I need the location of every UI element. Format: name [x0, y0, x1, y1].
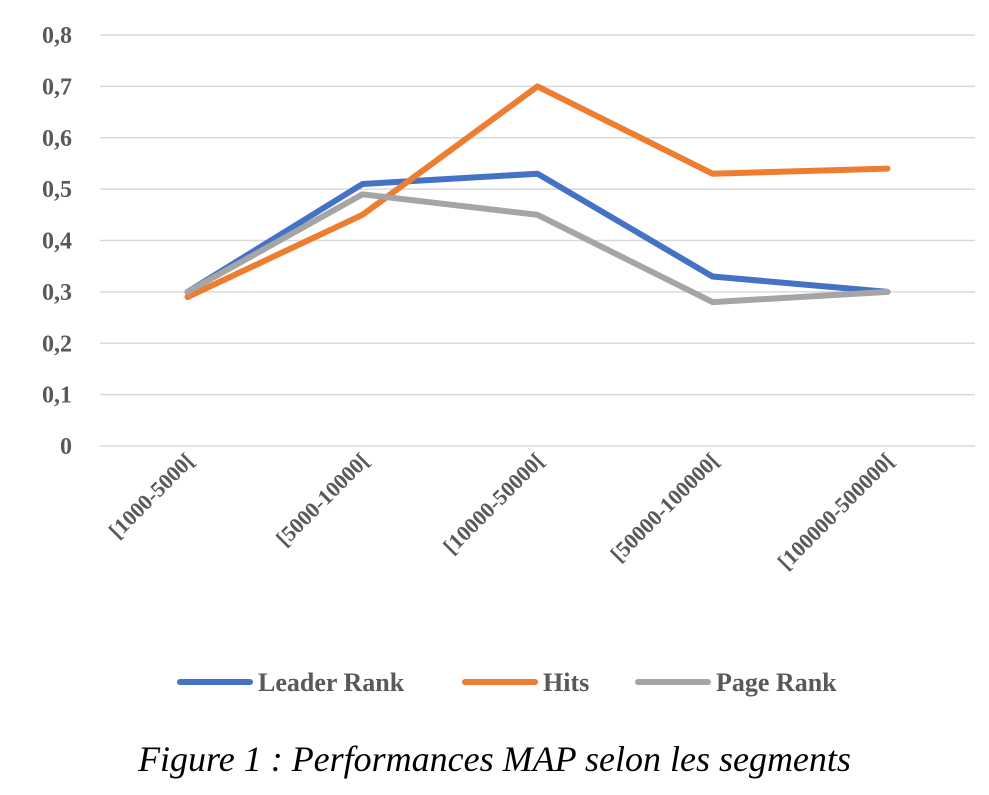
y-axis-ticks: 0 0,1 0,2 0,3 0,4 0,5 0,6 0,7 0,8 — [42, 23, 72, 460]
series-line-leader-rank — [184, 170, 891, 295]
y-tick-label: 0,7 — [42, 74, 72, 100]
y-tick-label: 0 — [60, 434, 72, 460]
series-lines — [184, 83, 891, 306]
legend-label: Leader Rank — [258, 668, 405, 697]
gridlines — [100, 34, 975, 447]
series-line-hits — [184, 83, 891, 300]
y-tick-label: 0,8 — [42, 23, 72, 49]
figure-caption: Figure 1 : Performances MAP selon les se… — [138, 739, 851, 779]
y-tick-label: 0,5 — [42, 177, 72, 203]
x-tick-label: [1000-5000[ — [104, 448, 199, 543]
x-axis-ticks: [1000-5000[ [5000-10000[ [10000-50000[ [500… — [104, 448, 899, 575]
x-tick-label: [5000-10000[ — [271, 448, 374, 551]
line-chart: 0 0,1 0,2 0,3 0,4 0,5 0,6 0,7 0,8 [1000-5000[ [50… — [42, 23, 975, 697]
x-tick-label: [10000-50000[ — [438, 448, 549, 559]
y-tick-label: 0,2 — [42, 331, 72, 357]
legend: Leader Rank Hits Page Rank — [177, 668, 837, 697]
x-tick-label: [50000-100000[ — [605, 448, 724, 567]
legend-label: Page Rank — [716, 668, 837, 697]
series-line-page-rank — [184, 191, 891, 306]
y-tick-label: 0,3 — [42, 280, 72, 306]
legend-label: Hits — [543, 668, 589, 697]
y-tick-label: 0,4 — [42, 229, 72, 255]
x-tick-label: [100000-500000[ — [772, 448, 899, 575]
y-tick-label: 0,6 — [42, 126, 72, 152]
y-tick-label: 0,1 — [42, 383, 72, 409]
